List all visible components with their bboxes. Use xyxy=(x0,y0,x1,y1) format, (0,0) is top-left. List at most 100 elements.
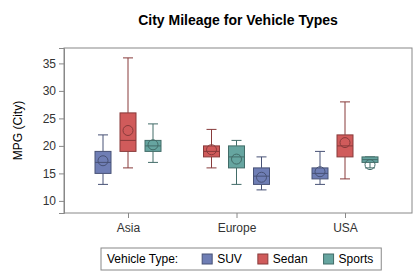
y-tick: 15 xyxy=(43,167,64,181)
box xyxy=(229,140,245,184)
box xyxy=(145,124,161,162)
box xyxy=(337,102,353,179)
y-axis-line xyxy=(59,49,65,214)
legend-label: Sports xyxy=(339,252,374,266)
mean xyxy=(207,145,217,155)
whisker-cap-low xyxy=(257,189,267,190)
mean xyxy=(123,126,133,136)
x-tick-mark xyxy=(345,213,346,218)
x-tick-label: USA xyxy=(333,221,358,235)
median xyxy=(229,156,245,157)
y-axis: 10 15 20 25 30 35 xyxy=(43,49,65,214)
whisker-cap-high xyxy=(123,57,133,58)
whisker-cap-low xyxy=(207,167,217,168)
y-tick-mark xyxy=(59,91,64,92)
median xyxy=(95,162,111,163)
whisker-low xyxy=(211,157,212,168)
whisker-low xyxy=(320,179,321,185)
whisker-high xyxy=(261,157,262,168)
legend-swatch xyxy=(324,254,334,264)
whisker-high xyxy=(211,129,212,146)
whisker-cap-low xyxy=(340,178,350,179)
y-tick-mark xyxy=(59,146,64,147)
y-tick: 10 xyxy=(43,194,64,208)
y-tick-label: 35 xyxy=(43,57,57,71)
median xyxy=(120,140,136,141)
x-tick: Asia xyxy=(117,213,141,235)
box-body xyxy=(120,113,136,151)
mean xyxy=(148,140,158,150)
whisker-cap-high xyxy=(232,140,242,141)
y-tick: 35 xyxy=(43,57,64,71)
x-tick-label: Europe xyxy=(218,221,257,235)
whisker-cap-low xyxy=(123,167,133,168)
whisker-low xyxy=(103,173,104,184)
x-tick: Europe xyxy=(218,213,257,235)
y-tick-mark xyxy=(59,173,64,174)
y-tick-mark xyxy=(59,118,64,119)
x-tick-mark xyxy=(237,213,238,218)
x-tick: USA xyxy=(333,213,358,235)
box-body xyxy=(337,135,353,157)
y-tick-label: 30 xyxy=(43,84,57,98)
whisker-low xyxy=(128,151,129,168)
box-body xyxy=(254,168,270,185)
whisker-low xyxy=(236,168,237,185)
x-axis: Asia Europe USA xyxy=(117,213,358,235)
legend: Vehicle Type: SUV Sedan Sports xyxy=(101,248,381,270)
whisker-low xyxy=(370,162,371,168)
box xyxy=(312,151,328,184)
y-axis-title: MPG (City) xyxy=(11,101,25,160)
box-body xyxy=(95,151,111,173)
whisker-high xyxy=(345,102,346,135)
x-tick-label: Asia xyxy=(117,221,141,235)
whisker-high xyxy=(103,135,104,152)
whisker-high xyxy=(128,58,129,113)
whisker-low xyxy=(345,157,346,179)
legend-label: Sedan xyxy=(273,252,308,266)
mean xyxy=(257,172,267,182)
legend-title: Vehicle Type: xyxy=(107,252,178,266)
whisker-low xyxy=(261,184,262,190)
median xyxy=(204,151,220,152)
mean xyxy=(365,160,375,170)
whisker-high xyxy=(320,151,321,168)
whisker-cap-high xyxy=(98,134,108,135)
whisker-cap-low xyxy=(148,162,158,163)
whisker-low xyxy=(153,151,154,162)
y-tick-label: 15 xyxy=(43,167,57,181)
y-tick-label: 25 xyxy=(43,112,57,126)
y-tick-mark xyxy=(59,201,64,202)
median xyxy=(145,145,161,146)
whisker-cap-low xyxy=(315,184,325,185)
legend-swatch xyxy=(258,254,268,264)
whisker-cap-low xyxy=(98,184,108,185)
legend-swatch xyxy=(202,254,212,264)
plot-area xyxy=(95,58,378,190)
y-tick: 20 xyxy=(43,139,64,153)
box-body xyxy=(145,140,161,151)
whisker-cap-high xyxy=(315,151,325,152)
whisker-high xyxy=(236,140,237,146)
mean xyxy=(232,154,242,164)
legend-frame xyxy=(101,248,381,270)
whisker-cap-high xyxy=(148,123,158,124)
whisker-high xyxy=(153,124,154,140)
y-tick-label: 10 xyxy=(43,194,57,208)
title: City Mileage for Vehicle Types xyxy=(138,12,338,28)
median xyxy=(337,145,353,146)
y-tick: 25 xyxy=(43,112,64,126)
y-tick-mark xyxy=(59,63,64,64)
plot-frame xyxy=(64,48,412,213)
box xyxy=(254,157,270,190)
whisker-cap-high xyxy=(340,101,350,102)
mean xyxy=(98,156,108,166)
x-tick-mark xyxy=(128,213,129,218)
legend-label: SUV xyxy=(217,252,242,266)
chart: City Mileage for Vehicle Types MPG (City)… xyxy=(0,0,420,280)
median xyxy=(312,173,328,174)
whisker-cap-low xyxy=(232,184,242,185)
box xyxy=(362,157,378,170)
median xyxy=(254,176,270,177)
whisker-cap-high xyxy=(257,156,267,157)
